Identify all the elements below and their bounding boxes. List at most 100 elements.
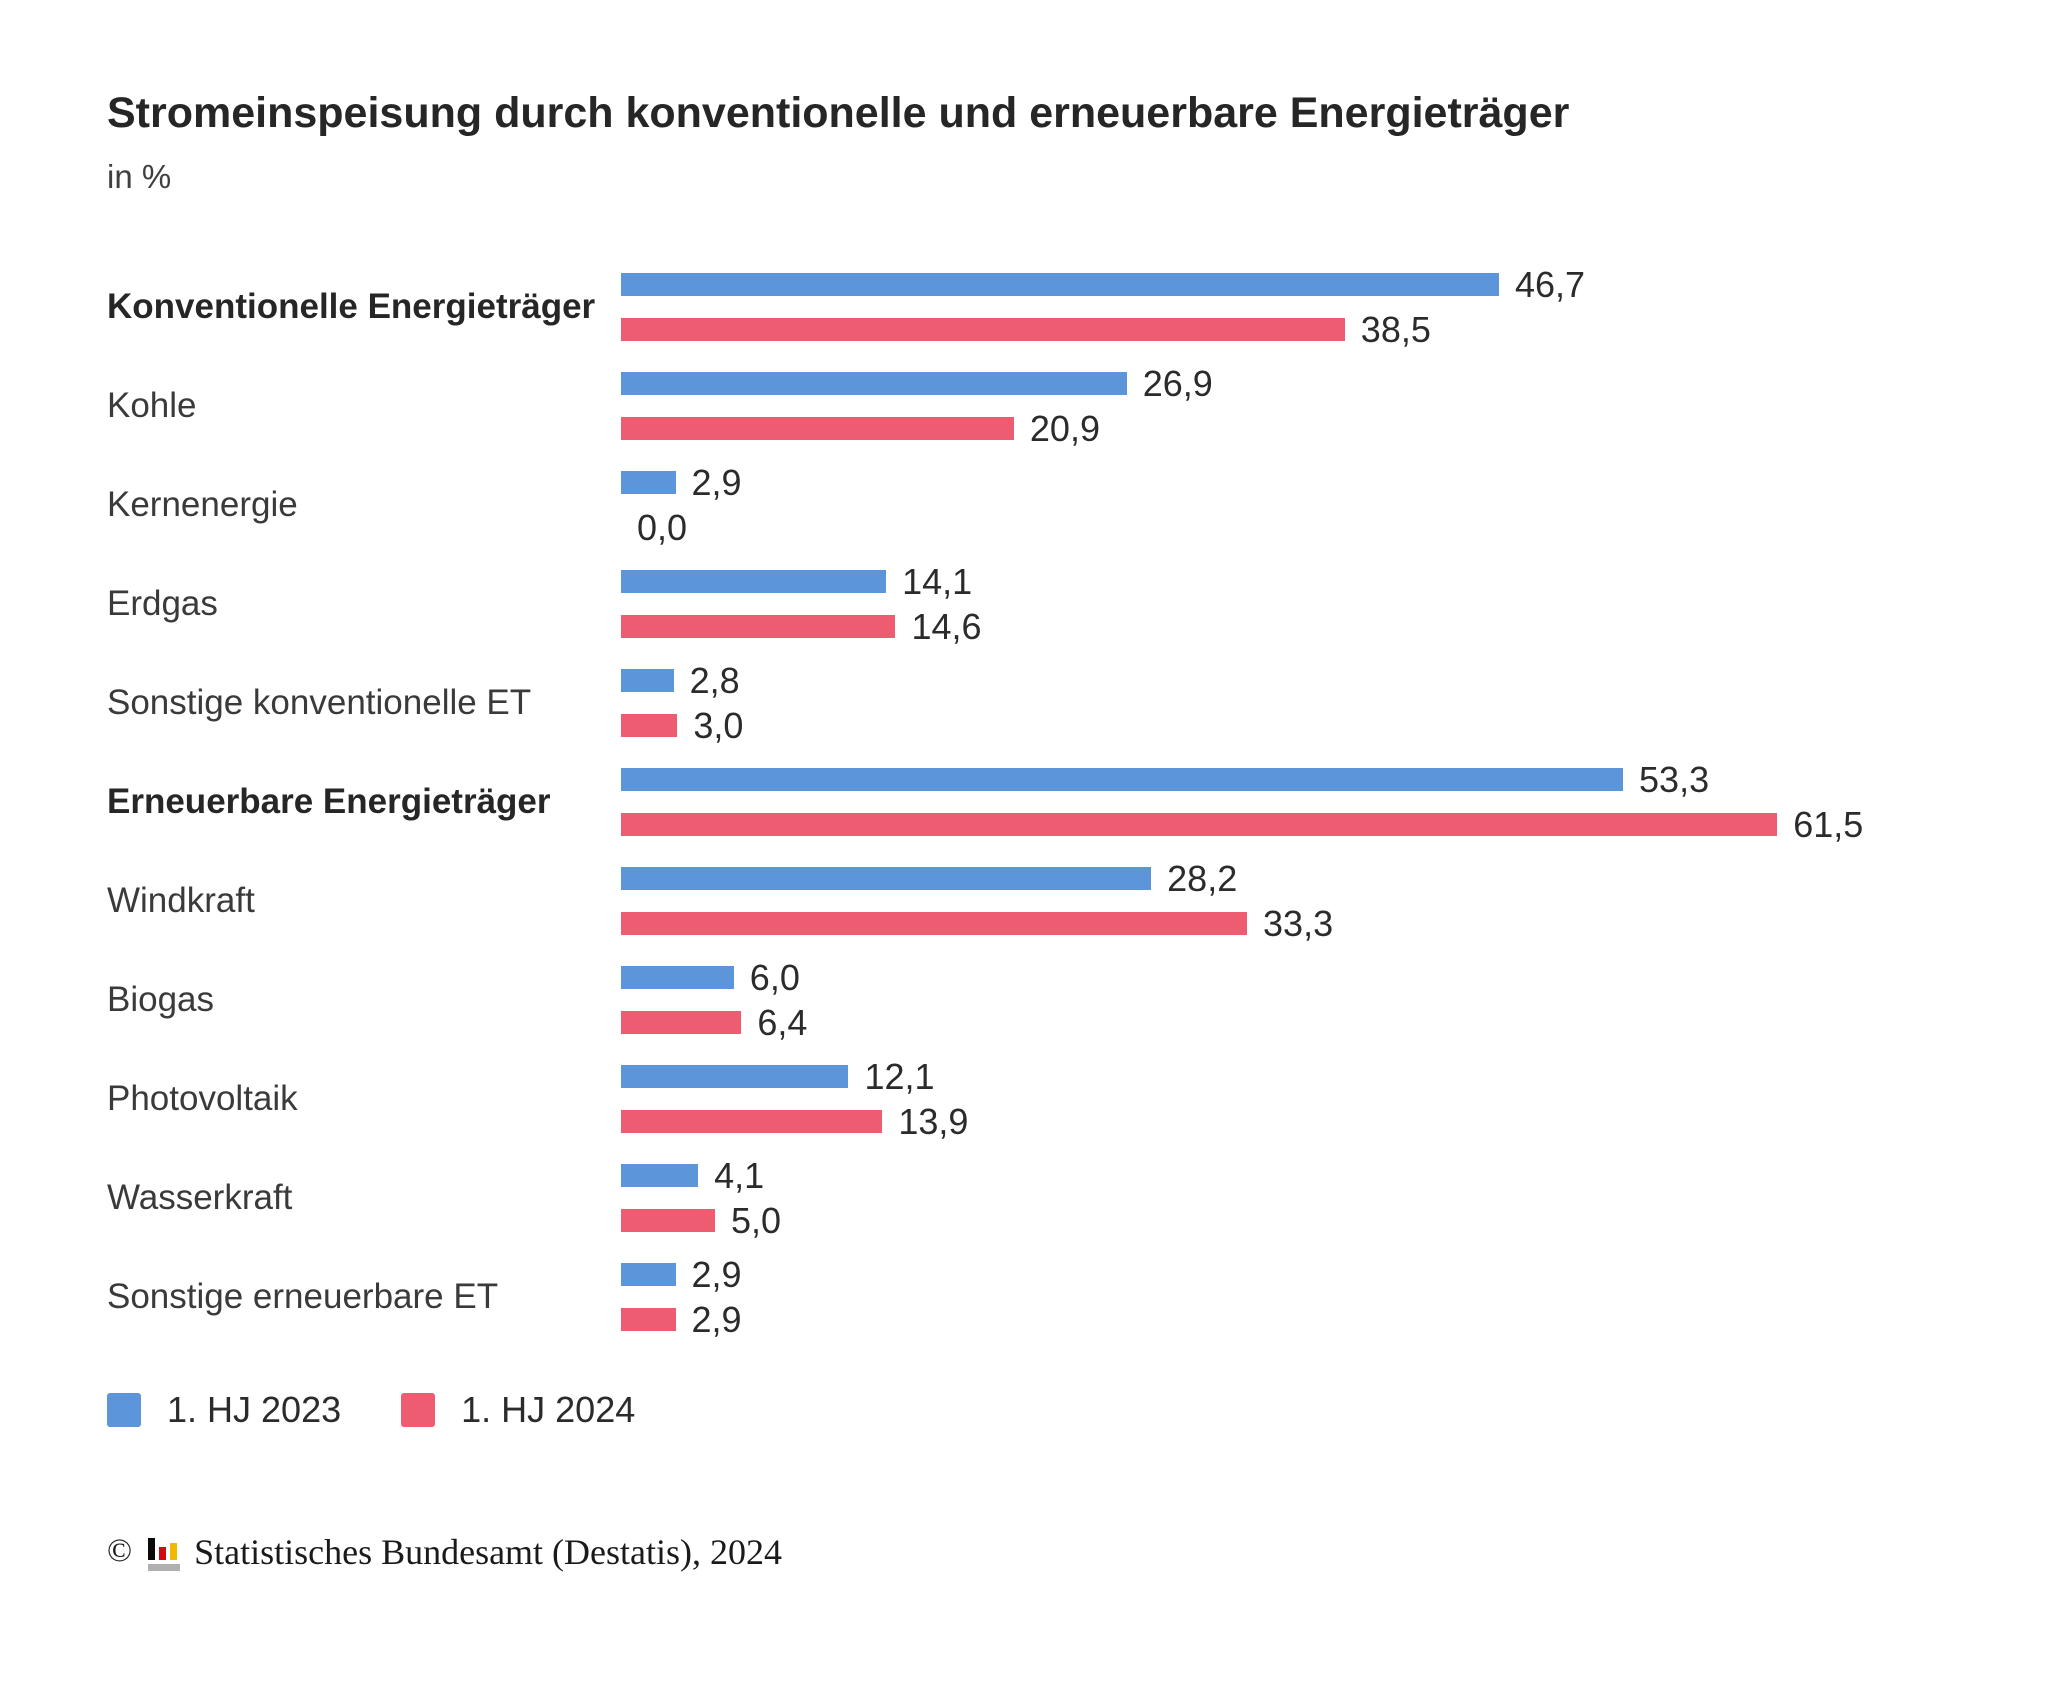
- category-bars: 53,3 61,5: [621, 759, 2008, 845]
- bar-line: 14,1: [621, 561, 2008, 602]
- chart-row: Kernenergie 2,9 0,0: [107, 456, 2008, 555]
- category-bars: 46,7 38,5: [621, 264, 2008, 350]
- chart-title: Stromeinspeisung durch konventionelle un…: [107, 89, 1570, 137]
- bar-line: 28,2: [621, 858, 2008, 899]
- bar-value-label: 14,6: [911, 605, 982, 647]
- category-bars: 6,0 6,4: [621, 957, 2008, 1043]
- chart-row: Windkraft 28,2 33,3: [107, 852, 2008, 951]
- bar: [621, 471, 676, 495]
- chart-row: Sonstige erneuerbare ET 2,9 2,9: [107, 1248, 2008, 1347]
- bar-line: 26,9: [621, 363, 2008, 404]
- bar-value-label: 2,9: [691, 461, 742, 503]
- legend-item: 1. HJ 2023: [107, 1389, 341, 1431]
- legend-swatch: [107, 1392, 141, 1427]
- logo-bar-red: [159, 1546, 167, 1560]
- chart-row: Biogas 6,0 6,4: [107, 951, 2008, 1050]
- category-label: Sonstige konventionelle ET: [107, 683, 532, 723]
- category-bars: 2,9 2,9: [621, 1254, 2008, 1340]
- bar-value-label: 2,9: [691, 1253, 742, 1295]
- bar-value-label: 6,4: [757, 1001, 808, 1043]
- bar-line: 6,0: [621, 957, 2008, 998]
- category-bars: 4,1 5,0: [621, 1155, 2008, 1241]
- bar-value-label: 12,1: [864, 1055, 935, 1097]
- bar: [621, 570, 887, 594]
- bar-line: 2,8: [621, 660, 2008, 701]
- bar-value-label: 6,0: [749, 956, 800, 998]
- bar: [621, 1110, 883, 1134]
- legend-item: 1. HJ 2024: [401, 1389, 635, 1431]
- chart-row: Kohle 26,9 20,9: [107, 357, 2008, 456]
- chart-row: Sonstige konventionelle ET 2,8 3,0: [107, 654, 2008, 753]
- bar: [621, 1263, 676, 1287]
- bar: [621, 669, 674, 693]
- category-label: Windkraft: [107, 881, 255, 921]
- chart-row: Konventionelle Energieträger 46,7 38,5: [107, 258, 2008, 357]
- category-label: Konventionelle Energieträger: [107, 287, 596, 327]
- source-text: Statistisches Bundesamt (Destatis), 2024: [194, 1531, 783, 1572]
- source-footer: © Statistisches Bundesamt (Destatis), 20…: [107, 1531, 2008, 1573]
- chart-row: Wasserkraft 4,1 5,0: [107, 1149, 2008, 1248]
- chart-page: Stromeinspeisung durch konventionelle un…: [0, 88, 2048, 1573]
- bar-line: 13,9: [621, 1101, 2008, 1142]
- bar-value-label: 33,3: [1263, 902, 1334, 944]
- bar-line: 2,9: [621, 462, 2008, 503]
- legend-swatch: [401, 1392, 436, 1427]
- bar-value-label: 0,0: [637, 506, 688, 548]
- bar: [621, 318, 1345, 342]
- bar-value-label: 26,9: [1142, 362, 1213, 404]
- legend-label: 1. HJ 2023: [167, 1388, 342, 1430]
- category-bars: 2,8 3,0: [621, 660, 2008, 746]
- grouped-bar-chart: Konventionelle Energieträger 46,7 38,5 K…: [107, 258, 2008, 1347]
- destatis-bar-chart-icon: [146, 1533, 181, 1571]
- bar-line: 6,4: [621, 1002, 2008, 1043]
- bar: [621, 1308, 676, 1332]
- category-label: Erneuerbare Energieträger: [107, 782, 551, 822]
- bar-value-label: 20,9: [1029, 407, 1100, 449]
- bar-value-label: 28,2: [1167, 857, 1238, 899]
- bar: [621, 768, 1624, 792]
- bar: [621, 867, 1152, 891]
- bar-value-label: 2,8: [689, 659, 740, 701]
- bar-value-label: 4,1: [714, 1154, 765, 1196]
- bar: [621, 1209, 715, 1233]
- copyright-symbol: ©: [107, 1533, 133, 1570]
- bar-line: 14,6: [621, 606, 2008, 647]
- bar: [621, 417, 1014, 441]
- legend-label: 1. HJ 2024: [461, 1388, 636, 1430]
- chart-subtitle: in %: [107, 157, 172, 195]
- category-label: Sonstige erneuerbare ET: [107, 1277, 499, 1317]
- bar: [621, 813, 1778, 837]
- bar: [621, 372, 1127, 396]
- logo-bar-black: [148, 1537, 156, 1560]
- bar-line: 2,9: [621, 1254, 2008, 1295]
- bar-value-label: 2,9: [691, 1298, 742, 1340]
- bar: [621, 1065, 849, 1089]
- bar: [621, 966, 734, 990]
- category-bars: 26,9 20,9: [621, 363, 2008, 449]
- chart-row: Erdgas 14,1 14,6: [107, 555, 2008, 654]
- bar-value-label: 53,3: [1639, 758, 1710, 800]
- bar-line: 5,0: [621, 1200, 2008, 1241]
- category-label: Kohle: [107, 386, 197, 426]
- bar-line: 2,9: [621, 1299, 2008, 1340]
- bar-value-label: 3,0: [693, 704, 744, 746]
- category-label: Photovoltaik: [107, 1079, 298, 1119]
- bar-line: 61,5: [621, 804, 2008, 845]
- chart-legend: 1. HJ 2023 1. HJ 2024: [107, 1389, 2008, 1431]
- category-bars: 28,2 33,3: [621, 858, 2008, 944]
- bar-line: 3,0: [621, 705, 2008, 746]
- chart-row: Erneuerbare Energieträger 53,3 61,5: [107, 753, 2008, 852]
- bar: [621, 1164, 699, 1188]
- bar-value-label: 13,9: [898, 1100, 969, 1142]
- category-bars: 14,1 14,6: [621, 561, 2008, 647]
- bar-line: 33,3: [621, 903, 2008, 944]
- bar: [621, 615, 896, 639]
- category-label: Kernenergie: [107, 485, 298, 525]
- bar: [621, 1011, 742, 1035]
- bar: [621, 912, 1248, 936]
- bar-value-label: 14,1: [902, 560, 973, 602]
- logo-bar-gold: [170, 1542, 178, 1560]
- category-bars: 2,9 0,0: [621, 462, 2008, 548]
- bar-line: 12,1: [621, 1056, 2008, 1097]
- category-label: Biogas: [107, 980, 215, 1020]
